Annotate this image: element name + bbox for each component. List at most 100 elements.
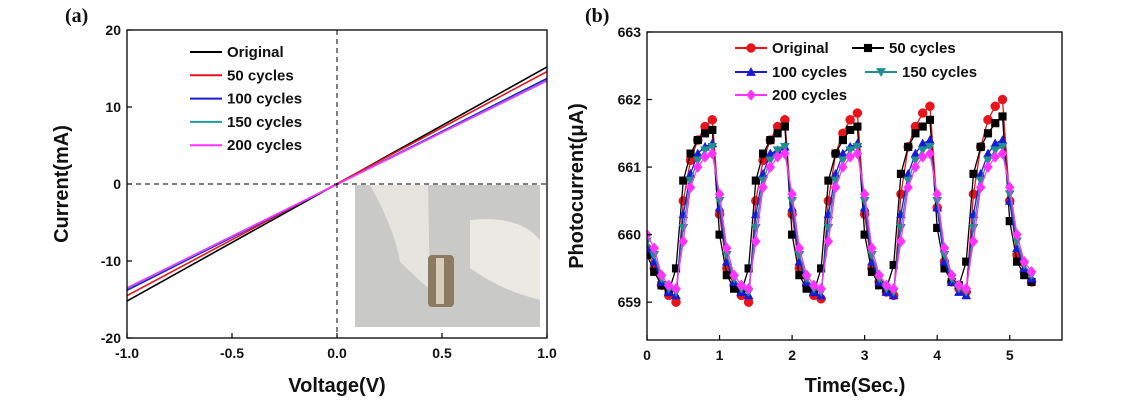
x-tick-label: 0.0 — [327, 345, 347, 361]
plot — [647, 94, 1037, 307]
marker — [707, 115, 718, 125]
marker — [736, 279, 747, 292]
marker — [983, 156, 993, 166]
marker — [707, 142, 718, 152]
x-tick-label: 2 — [788, 347, 796, 363]
marker — [852, 147, 863, 160]
marker — [692, 161, 703, 173]
marker — [918, 122, 927, 131]
marker — [925, 115, 935, 124]
marker — [830, 181, 841, 194]
marker — [896, 235, 906, 248]
marker — [846, 125, 855, 135]
legend-label: 100 cycles — [227, 91, 302, 108]
y-tick-label: 0 — [113, 176, 121, 192]
marker — [693, 135, 702, 145]
marker — [678, 235, 689, 248]
marker — [1012, 228, 1022, 241]
marker — [773, 129, 782, 138]
marker — [671, 282, 681, 295]
marker — [663, 279, 674, 292]
marker — [759, 149, 768, 158]
marker — [743, 282, 754, 295]
marker — [991, 119, 1000, 128]
marker — [852, 142, 863, 152]
marker — [700, 129, 710, 138]
y-tick-label: 660 — [618, 227, 642, 243]
y-axis-title: Photocurrent(μA) — [566, 103, 588, 269]
x-tick-label: 1 — [716, 347, 724, 363]
legend-label: Original — [772, 40, 829, 57]
legend-label: 50 cycles — [889, 40, 956, 57]
marker — [968, 235, 979, 248]
y-tick-label: 20 — [105, 22, 121, 38]
marker — [823, 235, 834, 248]
marker — [823, 224, 834, 233]
marker — [997, 94, 1008, 105]
marker — [685, 181, 696, 194]
marker — [998, 112, 1007, 121]
y-tick-label: -10 — [101, 253, 121, 269]
marker — [976, 142, 985, 151]
marker — [1026, 265, 1037, 278]
marker — [903, 181, 914, 194]
legend-label: 200 cycles — [227, 137, 302, 154]
marker — [838, 161, 848, 173]
marker — [787, 188, 797, 200]
marker — [961, 282, 972, 295]
x-axis-title: Time(Sec.) — [805, 375, 906, 397]
marker — [801, 269, 812, 281]
legend-marker — [863, 43, 873, 53]
marker — [679, 176, 688, 185]
x-tick-label: -0.5 — [220, 345, 244, 361]
marker — [772, 151, 783, 163]
marker — [910, 156, 921, 166]
marker — [917, 108, 928, 118]
marker — [758, 181, 768, 194]
marker — [888, 282, 899, 295]
inset-photo — [355, 185, 540, 327]
legend-marker — [876, 68, 886, 78]
marker — [816, 282, 826, 295]
y-tick-label: 661 — [618, 159, 642, 175]
marker — [721, 242, 732, 254]
x-tick-label: 3 — [861, 347, 869, 363]
marker — [780, 147, 790, 160]
marker — [729, 269, 739, 281]
legend-marker — [746, 89, 756, 101]
x-tick-label: 5 — [1006, 347, 1014, 363]
marker — [708, 125, 717, 135]
x-tick-label: 0 — [643, 347, 651, 363]
marker — [910, 161, 921, 173]
y-tick-label: 662 — [618, 92, 642, 108]
marker — [1019, 255, 1030, 268]
marker — [845, 115, 855, 125]
marker — [751, 176, 760, 185]
x-tick-label: -1.0 — [115, 345, 139, 361]
marker — [714, 188, 725, 200]
panel-label: (a) — [65, 5, 88, 27]
marker — [678, 224, 689, 233]
x-tick-label: 1.0 — [537, 345, 557, 361]
marker — [874, 269, 884, 281]
marker — [817, 264, 826, 273]
marker — [750, 224, 761, 233]
y-tick-label: -20 — [101, 330, 121, 346]
marker — [824, 176, 833, 185]
marker — [700, 151, 710, 163]
marker — [867, 242, 877, 254]
marker — [997, 142, 1008, 152]
marker — [917, 146, 928, 156]
marker — [932, 188, 943, 200]
legend-label: Original — [227, 44, 284, 61]
marker — [707, 147, 718, 160]
marker — [845, 151, 855, 163]
marker — [911, 129, 920, 138]
marker — [838, 135, 847, 145]
marker — [990, 101, 1001, 112]
data-line — [647, 145, 1033, 294]
marker — [925, 135, 935, 144]
marker — [837, 156, 848, 166]
marker — [649, 242, 660, 254]
marker — [975, 181, 986, 194]
